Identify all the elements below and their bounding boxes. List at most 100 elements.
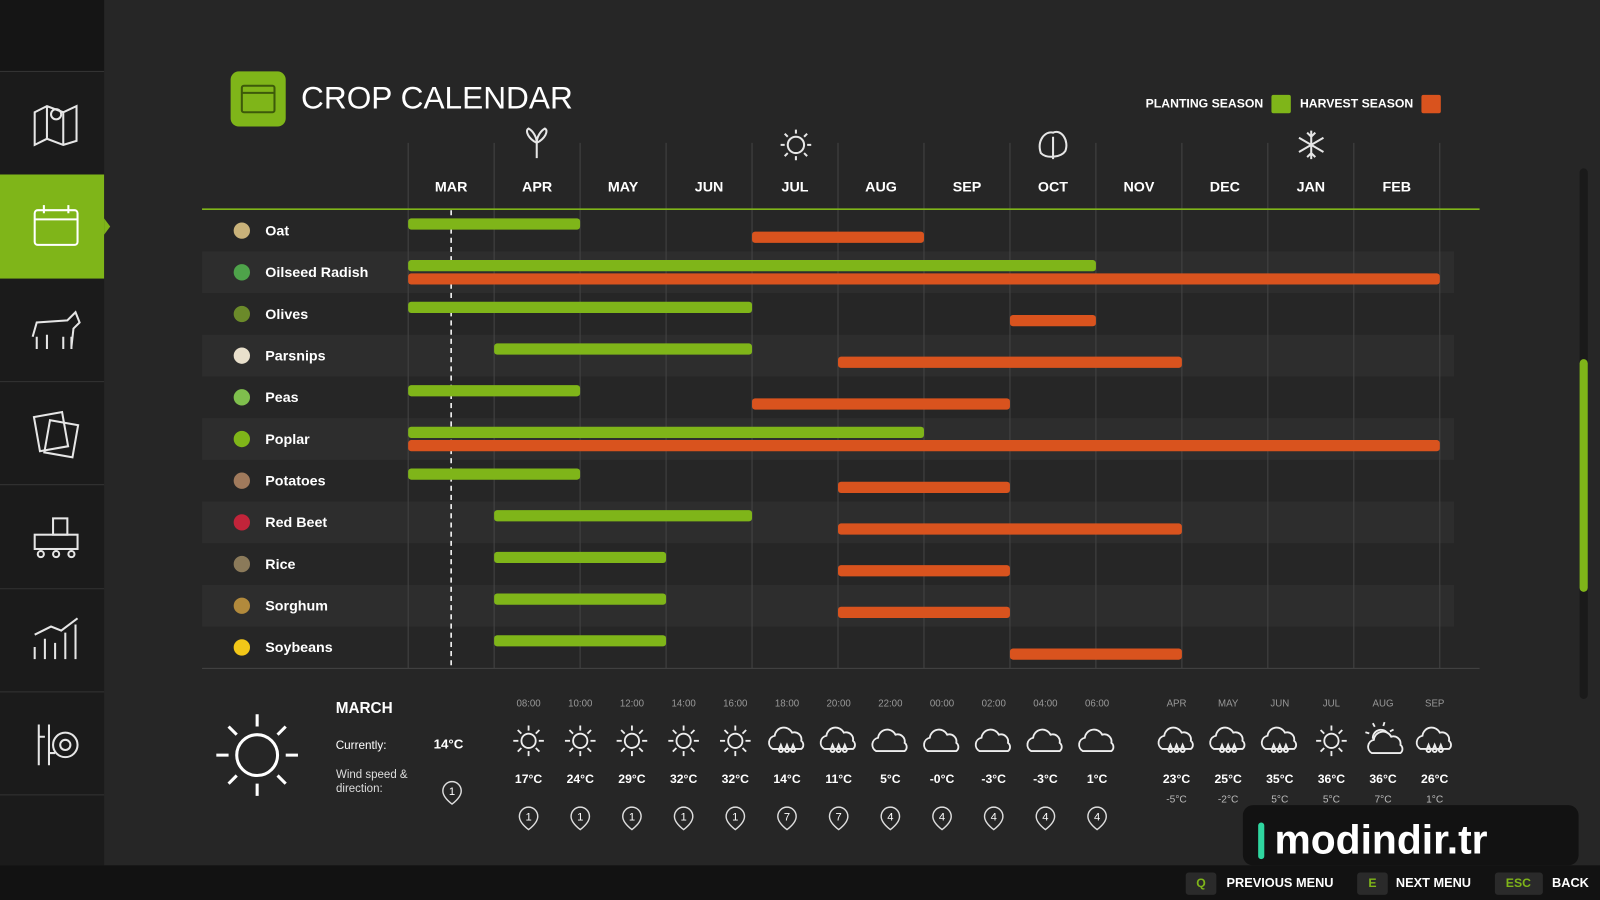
hour-wind: 4 bbox=[983, 806, 1004, 831]
crop-name: Oilseed Radish bbox=[265, 265, 368, 281]
rain-drop bbox=[1270, 742, 1277, 753]
nav-production[interactable] bbox=[33, 517, 79, 559]
back-key[interactable]: ESC bbox=[1506, 876, 1531, 890]
prev-label[interactable]: PREVIOUS MENU bbox=[1227, 875, 1334, 890]
hour-wind: 4 bbox=[932, 806, 952, 831]
planting-bar bbox=[408, 301, 753, 313]
back-label[interactable]: BACK bbox=[1552, 875, 1590, 890]
hour-wind: 1 bbox=[622, 806, 642, 831]
nav-map[interactable] bbox=[33, 104, 78, 147]
forecast-month: APR bbox=[1167, 699, 1187, 710]
forecast-high: 36°C bbox=[1369, 772, 1397, 786]
hour-wind: 7 bbox=[828, 806, 849, 831]
crop-name: Poplar bbox=[265, 432, 310, 448]
hour-label: 14:00 bbox=[671, 699, 696, 710]
next-label[interactable]: NEXT MENU bbox=[1396, 875, 1471, 890]
rain-drop bbox=[1167, 742, 1174, 753]
month-label: DEC bbox=[1210, 180, 1240, 196]
month-label: NOV bbox=[1123, 180, 1154, 196]
next-key[interactable]: E bbox=[1368, 876, 1376, 890]
sidebar bbox=[0, 0, 105, 866]
cloud bbox=[1260, 726, 1298, 750]
hour-label: 12:00 bbox=[620, 699, 645, 710]
sun-ray bbox=[638, 747, 644, 753]
nav-animals[interactable] bbox=[31, 310, 81, 349]
harvest-bar bbox=[1009, 315, 1096, 327]
sun-core bbox=[727, 732, 744, 749]
sun-icon bbox=[1316, 725, 1347, 757]
sun-ray bbox=[535, 747, 541, 753]
month-label: SEP bbox=[953, 180, 982, 196]
page-title: CROP CALENDAR bbox=[301, 79, 573, 115]
sun-core bbox=[1323, 732, 1340, 749]
cloud bbox=[1415, 726, 1452, 750]
rain-drop bbox=[1219, 742, 1226, 753]
hour-temp: -3°C bbox=[981, 772, 1006, 786]
wind-speed: 4 bbox=[991, 811, 997, 823]
wind-speed: 7 bbox=[784, 811, 790, 823]
month-label: APR bbox=[522, 180, 553, 196]
nav-settings[interactable] bbox=[37, 724, 79, 766]
hour-temp: -3°C bbox=[1033, 772, 1058, 786]
sun-icon bbox=[513, 725, 544, 757]
rain-drop bbox=[1282, 742, 1289, 753]
cloud bbox=[1367, 730, 1404, 754]
wind-speed: 4 bbox=[887, 811, 893, 823]
wind-speed: 1 bbox=[449, 786, 455, 798]
rain-drop bbox=[1179, 742, 1186, 753]
wind-speed: 1 bbox=[525, 811, 531, 823]
title-icon-glyph bbox=[240, 84, 276, 114]
rain-drop bbox=[1425, 742, 1432, 753]
planting-bar bbox=[494, 510, 753, 522]
rain-icon bbox=[768, 726, 805, 753]
wind-speed: 1 bbox=[577, 811, 583, 823]
footer-bar bbox=[0, 865, 1600, 900]
sun-ray bbox=[638, 729, 644, 735]
hour-wind: 4 bbox=[1035, 806, 1056, 831]
forecast-month: JUN bbox=[1270, 699, 1289, 710]
cloud bbox=[1078, 728, 1115, 752]
hour-wind: 1 bbox=[725, 806, 746, 831]
wind-speed: 1 bbox=[629, 811, 635, 823]
crop-name: Peas bbox=[265, 390, 298, 406]
cloud bbox=[974, 728, 1011, 752]
sun-ray bbox=[1319, 747, 1325, 753]
hour-temp: 32°C bbox=[722, 772, 750, 786]
nav-contracts[interactable] bbox=[32, 410, 80, 459]
rain-icon bbox=[819, 726, 856, 753]
scrollbar-thumb[interactable] bbox=[1579, 359, 1588, 592]
sun-ray bbox=[741, 729, 747, 735]
active-arrow bbox=[104, 218, 111, 235]
forecast-high: 36°C bbox=[1318, 772, 1346, 786]
prev-key[interactable]: Q bbox=[1196, 876, 1206, 890]
crop-icon bbox=[233, 597, 250, 614]
title-icon bbox=[230, 71, 286, 127]
crop-name: Parsnips bbox=[265, 348, 325, 364]
row-background bbox=[202, 334, 1455, 377]
hour-temp: 14°C bbox=[773, 772, 801, 786]
wind-pin bbox=[828, 806, 849, 831]
rain-icon bbox=[1415, 726, 1452, 753]
crop-name: Red Beet bbox=[265, 515, 327, 531]
hour-label: 22:00 bbox=[878, 699, 903, 710]
key-box bbox=[1185, 872, 1217, 895]
wind-pin bbox=[1035, 806, 1056, 831]
hour-label: 08:00 bbox=[516, 699, 541, 710]
nav-calendar-active[interactable] bbox=[0, 174, 105, 279]
hour-label: 16:00 bbox=[723, 699, 748, 710]
legend-planting-label: PLANTING SEASON bbox=[1146, 96, 1264, 110]
rain-drop bbox=[1225, 742, 1232, 753]
hour-wind: 7 bbox=[777, 806, 797, 831]
sun-ray bbox=[586, 747, 592, 753]
sun-ray bbox=[1337, 729, 1343, 735]
forecast-low: 7°C bbox=[1375, 795, 1392, 806]
hour-temp: 17°C bbox=[515, 772, 543, 786]
crop-icon bbox=[233, 430, 250, 448]
crop-name: Sorghum bbox=[265, 599, 328, 615]
wind-pin bbox=[622, 806, 642, 831]
wind-pin bbox=[880, 806, 901, 831]
nav-statistics[interactable] bbox=[33, 617, 79, 660]
planting-bar bbox=[494, 343, 753, 355]
harvest-bar bbox=[838, 606, 1010, 619]
forecast-low: -2°C bbox=[1218, 795, 1239, 806]
